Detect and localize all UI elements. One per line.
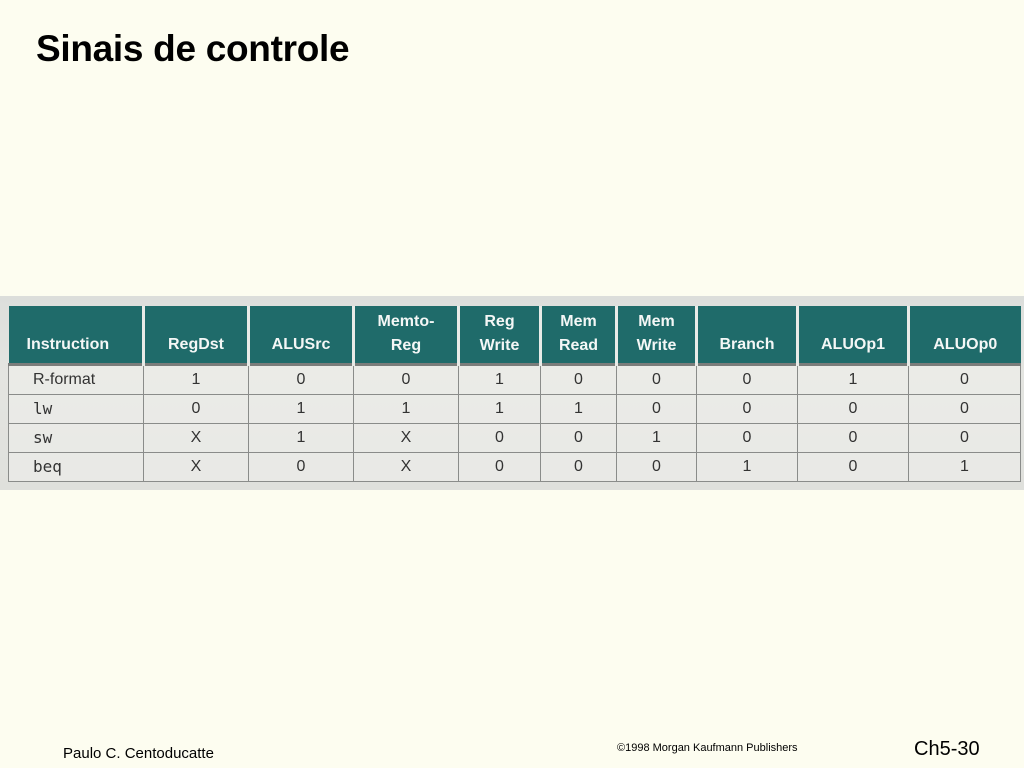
cell-aluop1: 0 [797,422,909,453]
header-regwrite: Reg Write [457,306,541,364]
cell-instruction: R-format [8,362,144,395]
cell-regwrite: 1 [458,393,541,424]
table-header-row: Instruction RegDst ALUSrc Memto- Reg Reg W… [8,306,1021,364]
table-row: R-format 1 0 0 1 0 0 0 1 0 [8,362,1021,395]
cell-regdst: X [143,451,249,482]
cell-branch: 0 [696,393,798,424]
cell-memtoreg: X [353,422,459,453]
cell-regwrite: 0 [458,451,541,482]
header-memwrite: Mem Write [615,306,697,364]
cell-alusrc: 0 [248,362,354,395]
cell-instruction: lw [8,393,144,424]
cell-aluop1: 0 [797,393,909,424]
cell-aluop0: 0 [908,393,1021,424]
header-regdst: RegDst [142,306,249,364]
table-row: sw X 1 X 0 0 1 0 0 0 [8,422,1021,453]
cell-aluop0: 1 [908,451,1021,482]
cell-regwrite: 0 [458,422,541,453]
cell-instruction: sw [8,422,144,453]
cell-aluop1: 1 [797,362,909,395]
cell-regdst: 1 [143,362,249,395]
table-row: beq X 0 X 0 0 0 1 0 1 [8,451,1021,482]
control-signals-table: Instruction RegDst ALUSrc Memto- Reg Reg W… [8,306,1021,482]
footer-author: Paulo C. Centoducatte [63,745,214,762]
cell-branch: 0 [696,362,798,395]
control-signals-table-container: Instruction RegDst ALUSrc Memto- Reg Reg W… [8,306,1021,482]
header-memtoreg: Memto- Reg [352,306,459,364]
cell-memread: 1 [540,393,617,424]
header-instruction: Instruction [8,306,144,364]
cell-alusrc: 1 [248,393,354,424]
cell-regdst: 0 [143,393,249,424]
cell-memwrite: 0 [616,451,697,482]
cell-memtoreg: 0 [353,362,459,395]
header-memread: Mem Read [539,306,617,364]
cell-alusrc: 0 [248,451,354,482]
cell-instruction: beq [8,451,144,482]
header-branch: Branch [695,306,798,364]
cell-branch: 1 [696,451,798,482]
header-aluop1: ALUOp1 [796,306,909,364]
cell-memwrite: 1 [616,422,697,453]
header-alusrc: ALUSrc [247,306,354,364]
cell-alusrc: 1 [248,422,354,453]
cell-branch: 0 [696,422,798,453]
cell-memread: 0 [540,422,617,453]
cell-memtoreg: X [353,451,459,482]
cell-memread: 0 [540,451,617,482]
cell-aluop1: 0 [797,451,909,482]
cell-aluop0: 0 [908,422,1021,453]
cell-memwrite: 0 [616,393,697,424]
header-aluop0: ALUOp0 [907,306,1021,364]
cell-regdst: X [143,422,249,453]
cell-memread: 0 [540,362,617,395]
cell-regwrite: 1 [458,362,541,395]
cell-aluop0: 0 [908,362,1021,395]
cell-memtoreg: 1 [353,393,459,424]
table-row: lw 0 1 1 1 1 0 0 0 0 [8,393,1021,424]
footer-copyright: ©1998 Morgan Kaufmann Publishers [617,742,798,754]
slide-title: Sinais de controle [36,28,350,69]
cell-memwrite: 0 [616,362,697,395]
footer-page-number: Ch5-30 [914,738,980,760]
